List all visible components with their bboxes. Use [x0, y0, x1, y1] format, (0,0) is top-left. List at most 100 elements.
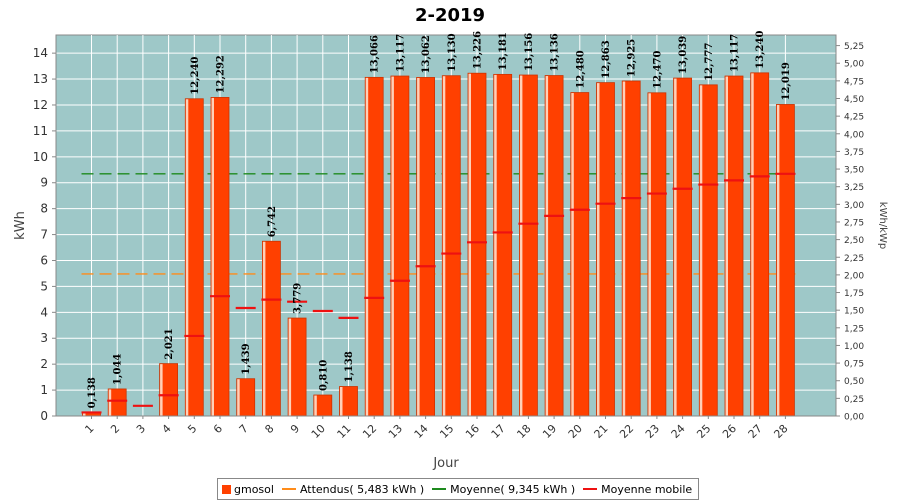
- legend-item-attendus: Attendus( 5,483 kWh ): [281, 482, 425, 496]
- y-tick-label-left: 10: [33, 150, 48, 164]
- bar-highlight: [674, 78, 677, 416]
- x-tick-label: 1: [82, 422, 96, 436]
- x-tick-label: 8: [262, 422, 276, 436]
- data-label: 3,779: [293, 283, 304, 314]
- bar-highlight: [417, 77, 420, 416]
- x-tick-label: 13: [386, 422, 405, 441]
- x-tick-label: 21: [592, 422, 611, 441]
- y-tick-label-right: 1,00: [844, 342, 864, 352]
- bar-highlight: [160, 364, 163, 416]
- x-tick-label: 18: [514, 422, 533, 441]
- y-tick-label-left: 13: [33, 72, 48, 86]
- y-tick-label-right: 5,00: [844, 60, 864, 70]
- data-label: 0,810: [318, 360, 329, 391]
- data-label: 1,044: [113, 354, 124, 385]
- data-label: 1,439: [241, 343, 252, 374]
- data-label: 0,138: [87, 377, 98, 408]
- y-tick-label-right: 0,00: [844, 413, 864, 423]
- data-labels: 0,138 1,044 2,021 12,240 12,292 1,439 6,742 3,7…: [87, 31, 792, 409]
- bar-highlight: [288, 318, 292, 416]
- y-tick-label-right: 2,00: [844, 271, 864, 281]
- y-tick-label-right: 3,75: [844, 148, 864, 158]
- bar-highlight: [391, 76, 394, 416]
- legend-item-gmosol: gmosol: [222, 483, 274, 496]
- bar-highlight: [494, 74, 497, 417]
- x-tick-label: 25: [694, 422, 713, 441]
- y-axis-label-left: kWh: [13, 211, 28, 240]
- data-label: 12,019: [781, 62, 792, 100]
- y-tick-label-left: 7: [40, 228, 48, 242]
- y-tick-label-right: 4,50: [844, 95, 864, 105]
- data-label: 13,062: [421, 35, 432, 73]
- x-tick-label: 5: [185, 422, 199, 436]
- legend-label-moyenne: Moyenne( 9,345 kWh ): [450, 482, 576, 496]
- moving-average-marks: [81, 172, 796, 414]
- x-tick-label: 27: [746, 422, 765, 441]
- x-tick-label: 10: [309, 422, 328, 441]
- y-axis-label-right: kWh/kWp: [877, 202, 888, 249]
- y-tick-label-left: 3: [40, 331, 48, 345]
- y-tick-label-right: 0,50: [844, 377, 864, 387]
- y-tick-label-left: 11: [33, 124, 48, 138]
- bar-highlight: [597, 83, 600, 417]
- bar-highlight: [519, 75, 523, 417]
- y-tick-label-right: 3,25: [844, 183, 864, 193]
- y-tick-label-left: 8: [40, 202, 48, 216]
- x-tick-label: 12: [360, 422, 379, 441]
- x-tick-label: 20: [566, 422, 585, 441]
- bar-highlight: [648, 93, 651, 416]
- bar-highlight: [776, 104, 780, 416]
- legend-label-attendus: Attendus( 5,483 kWh ): [299, 482, 425, 496]
- x-tick-label: 15: [437, 422, 456, 441]
- x-tick-label: 14: [412, 422, 431, 441]
- bar-highlight: [314, 395, 317, 416]
- y-tick-label-right: 0,75: [844, 360, 864, 370]
- data-label: 13,066: [370, 35, 381, 73]
- x-tick-label: 23: [643, 422, 662, 441]
- data-label: 12,470: [652, 50, 663, 88]
- legend-label-gmosol: gmosol: [234, 482, 274, 496]
- y-tick-label-right: 1,50: [844, 307, 864, 317]
- x-tick-label: 19: [540, 422, 559, 441]
- bar-highlight: [83, 412, 86, 416]
- y-axis-right: 0,00 0,25 0,50 0,75 1,00 1,25 1,50 1,75 2,00 2,25…: [835, 35, 864, 423]
- bar-highlight: [108, 389, 112, 416]
- data-label: 13,240: [755, 31, 766, 69]
- y-tick-label-right: 2,75: [844, 218, 864, 228]
- data-label: 12,292: [216, 55, 227, 93]
- bar-highlight: [571, 93, 574, 417]
- legend-item-moyenne: Moyenne( 9,345 kWh ): [432, 483, 575, 496]
- x-axis: 1 2 3 4 5 6 7 8 9 10 11 12 13 14 15 16 17 18 19 20 21 22 23 24 2…: [56, 415, 836, 441]
- legend-swatch-gmosol: [222, 484, 231, 494]
- y-tick-label-right: 3,50: [844, 166, 864, 176]
- y-tick-label-right: 4,25: [844, 113, 864, 123]
- y-tick-label-right: 2,50: [844, 236, 864, 246]
- x-tick-label: 22: [617, 422, 636, 441]
- x-tick-label: 3: [134, 422, 148, 436]
- data-label: 12,777: [704, 43, 715, 81]
- x-tick-label: 6: [211, 422, 225, 436]
- x-tick-label: 2: [108, 422, 122, 436]
- data-label: 12,925: [627, 39, 638, 77]
- y-tick-label-right: 4,00: [844, 130, 864, 140]
- data-label: 13,039: [678, 36, 689, 74]
- data-label: 13,226: [473, 31, 484, 69]
- y-tick-label-right: 2,25: [844, 254, 864, 264]
- bar-highlight: [442, 76, 446, 416]
- y-tick-label-left: 6: [40, 253, 48, 267]
- legend-item-moyenne-mobile: Moyenne mobile: [583, 483, 692, 496]
- bar-chart: 2-2019 0,138 1,044 2,021 12,240 12,292 1,439 6…: [13, 5, 888, 471]
- x-tick-label: 17: [489, 422, 508, 441]
- x-tick-label: 24: [669, 422, 688, 441]
- y-tick-label-right: 1,75: [844, 289, 864, 299]
- data-label: 6,742: [267, 206, 278, 237]
- x-tick-label: 26: [720, 422, 739, 441]
- data-label: 13,117: [395, 34, 406, 72]
- legend-label-moyenne-mobile: Moyenne mobile: [601, 482, 693, 496]
- y-tick-label-right: 4,75: [844, 77, 864, 87]
- x-tick-label: 4: [160, 422, 174, 436]
- x-tick-label: 11: [335, 422, 354, 441]
- y-tick-label-left: 14: [33, 46, 48, 60]
